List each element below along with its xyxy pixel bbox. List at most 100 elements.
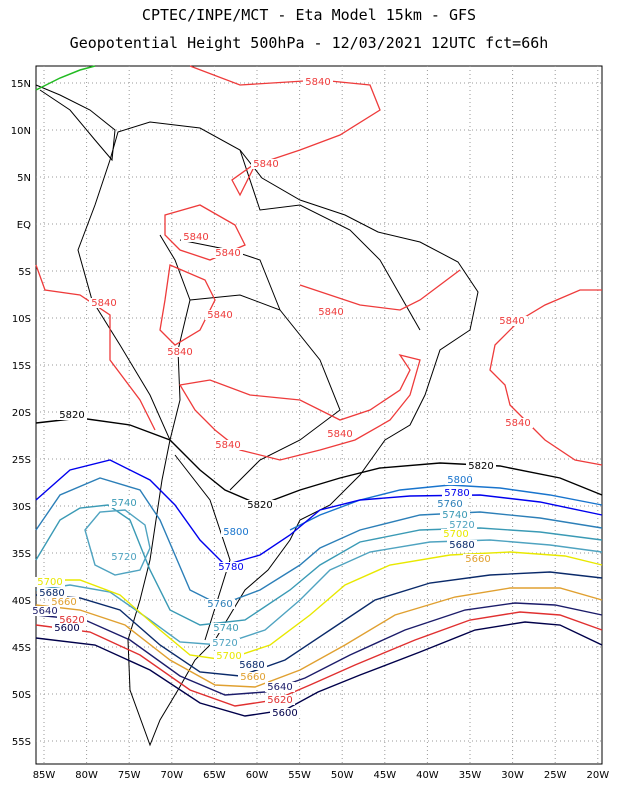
- lon-tick-label: 45W: [373, 770, 396, 781]
- contour-label-5680: 5680: [449, 540, 474, 551]
- contour-label-bg: [205, 310, 235, 320]
- grid-lines: [36, 66, 602, 764]
- contour-label-bg: [37, 588, 67, 598]
- lon-tick-label: 35W: [459, 770, 482, 781]
- contour-label-bg: [325, 429, 355, 439]
- lat-tick-label: 15S: [12, 361, 31, 372]
- lon-tick-label: 60W: [246, 770, 269, 781]
- lat-tick-label: 35S: [12, 549, 31, 560]
- contour-label-bg: [165, 347, 195, 357]
- contour-label-bg: [181, 232, 211, 242]
- contour-label-bg: [109, 552, 139, 562]
- contour-label-5820: 5820: [59, 410, 84, 421]
- contour-label-bg: [49, 597, 79, 607]
- lon-tick-label: 50W: [331, 770, 354, 781]
- lat-tick-label: 10N: [11, 126, 31, 137]
- contour-label-5740: 5740: [213, 623, 238, 634]
- contour-label-bg: [52, 623, 82, 633]
- contour-5640: [35, 602, 603, 696]
- contour-label-5620: 5620: [267, 695, 292, 706]
- green-contour: [35, 65, 96, 91]
- chart-title-line2: Geopotential Height 500hPa - 12/03/2021 …: [69, 34, 549, 52]
- contour-5700: [36, 551, 603, 661]
- contour-label-5760: 5760: [437, 499, 462, 510]
- contour-5740: [35, 504, 603, 626]
- inner-border-2: [239, 149, 421, 331]
- contour-label-5780: 5780: [444, 488, 469, 499]
- contour-5840-west: [35, 264, 156, 431]
- contour-label-5840: 5840: [505, 418, 530, 429]
- contour-label-5840: 5840: [327, 429, 352, 440]
- contour-label-5840: 5840: [253, 159, 278, 170]
- lat-tick-label: 20S: [12, 408, 31, 419]
- contour-label-bg: [30, 606, 60, 616]
- lat-tick-label: 10S: [12, 314, 31, 325]
- contour-label-5840: 5840: [167, 347, 192, 358]
- contour-label-bg: [435, 499, 465, 509]
- lat-tick-label: EQ: [17, 220, 31, 231]
- contour-label-bg: [466, 461, 496, 471]
- contour-label-bg: [35, 577, 65, 587]
- contour-label-5740: 5740: [111, 498, 136, 509]
- contour-label-bg: [445, 475, 475, 485]
- central-america: [35, 84, 116, 162]
- contour-label-5840: 5840: [215, 248, 240, 259]
- lon-tick-label: 20W: [586, 770, 609, 781]
- contour-label-bg: [270, 708, 300, 718]
- contour-label-5740: 5740: [442, 510, 467, 521]
- lon-tick-label: 80W: [75, 770, 98, 781]
- contour-label-bg: [205, 599, 235, 609]
- coast-south-america: [77, 121, 479, 747]
- lat-tick-label: 15N: [11, 79, 31, 90]
- lon-tick-label: 25W: [544, 770, 567, 781]
- contour-label-5840: 5840: [207, 310, 232, 321]
- contour-5840-mid: [159, 264, 216, 346]
- contour-label-bg: [237, 660, 267, 670]
- map-frame: [35, 65, 603, 765]
- contour-5720: [84, 509, 151, 576]
- contour-label-5840: 5840: [318, 307, 343, 318]
- contour-label-5680: 5680: [239, 660, 264, 671]
- contour-label-bg: [210, 638, 240, 648]
- contour-label-bg: [441, 529, 471, 539]
- lon-tick-label: 30W: [501, 770, 524, 781]
- contour-label-5800: 5800: [447, 475, 472, 486]
- contour-label-bg: [57, 615, 87, 625]
- inner-border-3: [179, 239, 281, 311]
- contour-5720-main: [35, 539, 603, 646]
- lat-tick-label: 30S: [12, 502, 31, 513]
- contour-label-bg: [211, 623, 241, 633]
- contour-label-5720: 5720: [449, 520, 474, 531]
- contour-labels: 5840 5840 5840 5840 5840 5840 5840 5840 5840 5840…: [30, 77, 533, 719]
- contour-label-bg: [213, 440, 243, 450]
- contour-label-bg: [214, 651, 244, 661]
- contour-label-5840: 5840: [183, 232, 208, 243]
- contour-label-5640: 5640: [267, 682, 292, 693]
- contour-label-bg: [265, 695, 295, 705]
- contour-label-bg: [442, 488, 472, 498]
- contour-5600: [35, 621, 603, 717]
- contour-5840-atlantic: [489, 289, 603, 466]
- contour-label-bg: [316, 307, 346, 317]
- contour-label-bg: [497, 316, 527, 326]
- contour-5660: [35, 587, 603, 688]
- contour-label-5820: 5820: [247, 500, 272, 511]
- contour-label-bg: [251, 159, 281, 169]
- contour-label-5700: 5700: [216, 651, 241, 662]
- contour-label-5700: 5700: [37, 577, 62, 588]
- contour-label-bg: [238, 672, 268, 682]
- contour-5680: [35, 571, 603, 677]
- contour-5620: [35, 611, 603, 707]
- contour-label-bg: [447, 540, 477, 550]
- contour-label-5720: 5720: [212, 638, 237, 649]
- lon-tick-label: 75W: [118, 770, 141, 781]
- contour-label-bg: [447, 520, 477, 530]
- contour-label-bg: [57, 410, 87, 420]
- contour-label-bg: [89, 298, 119, 308]
- chart-title-line1: CPTEC/INPE/MCT - Eta Model 15km - GFS: [141, 6, 477, 24]
- contour-label-5700: 5700: [443, 529, 468, 540]
- lat-tick-label: 25S: [12, 455, 31, 466]
- contour-label-5760: 5760: [207, 599, 232, 610]
- lon-tick-label: 70W: [160, 770, 183, 781]
